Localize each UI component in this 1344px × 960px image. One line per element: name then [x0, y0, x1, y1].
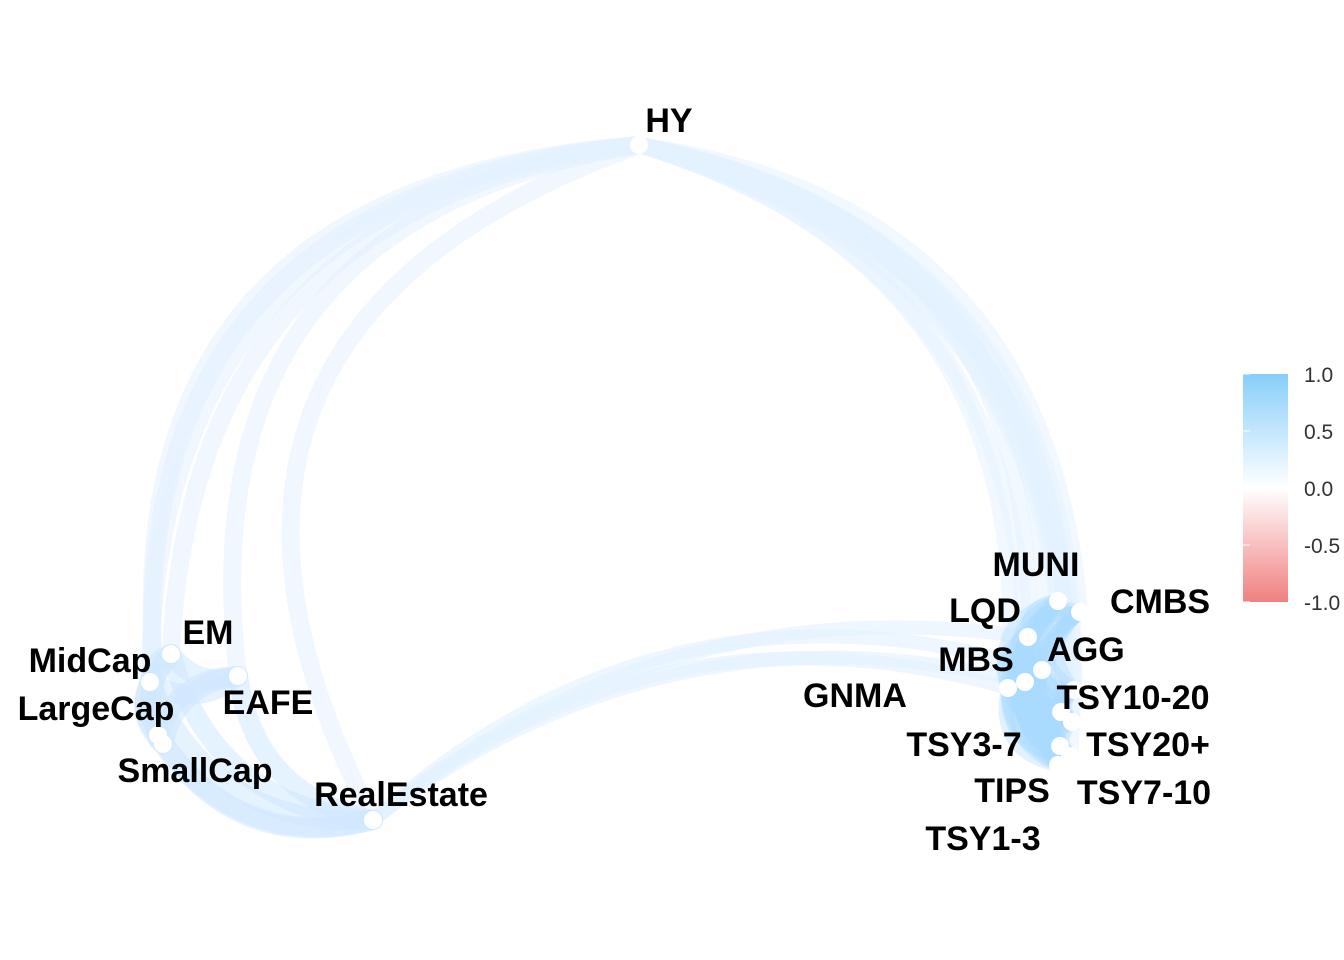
legend-tick-label: -1.0	[1304, 592, 1340, 615]
edge-agg-tips	[1023, 663, 1067, 753]
node-label-hy: HY	[645, 102, 693, 140]
edge-mbs-tsy1-3	[1010, 675, 1065, 772]
edge-cmbs-tsy3-7	[1037, 605, 1087, 719]
edge-hy-smallcap	[142, 136, 648, 753]
node-label-muni: MUNI	[993, 546, 1080, 584]
node-label-tsy3-7: TSY3-7	[906, 726, 1021, 764]
node-em	[162, 645, 180, 663]
node-label-em: EM	[183, 614, 234, 652]
edge-hy-eafe	[223, 136, 648, 685]
node-label-lqd: LQD	[949, 592, 1021, 630]
node-mbs	[1016, 673, 1034, 691]
node-label-agg: AGG	[1047, 631, 1124, 669]
edge-smallcap-realestate	[153, 734, 383, 839]
edge-cmbs-tsy10-20	[1050, 605, 1087, 697]
edge-mbs-tips	[1014, 675, 1067, 753]
legend-tick-label: 1.0	[1304, 364, 1333, 387]
node-label-tsy10-20: TSY10-20	[1056, 679, 1209, 717]
node-realestate	[364, 811, 382, 829]
node-label-largecap: LargeCap	[18, 690, 175, 728]
edge-muni-gnma	[997, 594, 1065, 695]
node-eafe	[229, 667, 247, 685]
node-label-tsy7-10: TSY7-10	[1077, 774, 1211, 812]
node-smallcap	[154, 735, 172, 753]
edge-hy-tsy1-3	[631, 137, 1074, 773]
edge-tsy10-20-tsy1-3	[1039, 683, 1081, 772]
legend-tick-label: -0.5	[1304, 535, 1340, 558]
node-lqd	[1019, 628, 1037, 646]
node-label-tsy20-: TSY20+	[1086, 726, 1210, 764]
legend-tick-label: 0.0	[1304, 478, 1333, 501]
edge-eafe-realestate	[228, 666, 383, 830]
node-label-tsy1-3: TSY1-3	[925, 820, 1040, 858]
node-label-eafe: EAFE	[223, 684, 314, 722]
edge-gnma-tsy20+	[1001, 681, 1079, 733]
edge-gnma-tsy7-10	[1000, 681, 1077, 763]
node-muni	[1049, 592, 1067, 610]
edge-cmbs-agg	[1033, 605, 1087, 677]
edge-gnma-tsy1-3	[998, 681, 1065, 772]
node-hy	[630, 136, 648, 154]
node-label-tips: TIPS	[974, 772, 1050, 810]
node-label-mbs: MBS	[938, 641, 1014, 679]
edge-lqd-tips	[1007, 630, 1067, 753]
nodes-group	[141, 136, 1089, 829]
legend-colorbar	[1243, 374, 1288, 602]
color-legend: 1.0 0.5 0.0 -0.5 -1.0	[1243, 364, 1340, 615]
edge-muni-tsy3-7	[1024, 594, 1068, 719]
edge-gnma-tips	[1000, 681, 1067, 753]
node-tsy1-3	[1049, 756, 1067, 774]
node-label-realestate: RealEstate	[314, 776, 488, 814]
edge-lqd-tsy1-3	[1002, 630, 1065, 772]
node-tsy20-	[1063, 713, 1081, 731]
edge-realestate-agg	[366, 629, 1049, 827]
node-cmbs	[1071, 603, 1089, 621]
edge-hy-realestate	[281, 136, 648, 829]
node-label-midcap: MidCap	[29, 642, 152, 680]
legend-tick-label: 0.5	[1304, 421, 1333, 444]
node-label-gnma: GNMA	[803, 677, 907, 715]
node-label-smallcap: SmallCap	[118, 752, 273, 790]
node-gnma	[999, 679, 1017, 697]
node-tsy10-20	[1065, 681, 1083, 699]
edge-muni-tsy10-20	[1036, 594, 1081, 697]
node-agg	[1033, 661, 1051, 679]
node-midcap	[141, 673, 159, 691]
node-label-cmbs: CMBS	[1110, 583, 1210, 621]
edge-agg-tsy1-3	[1018, 663, 1065, 772]
labels-group: HY MUNI CMBS LQD AGG MBS GNMA TSY10-20 TSY3-7 TSY…	[18, 102, 1212, 858]
